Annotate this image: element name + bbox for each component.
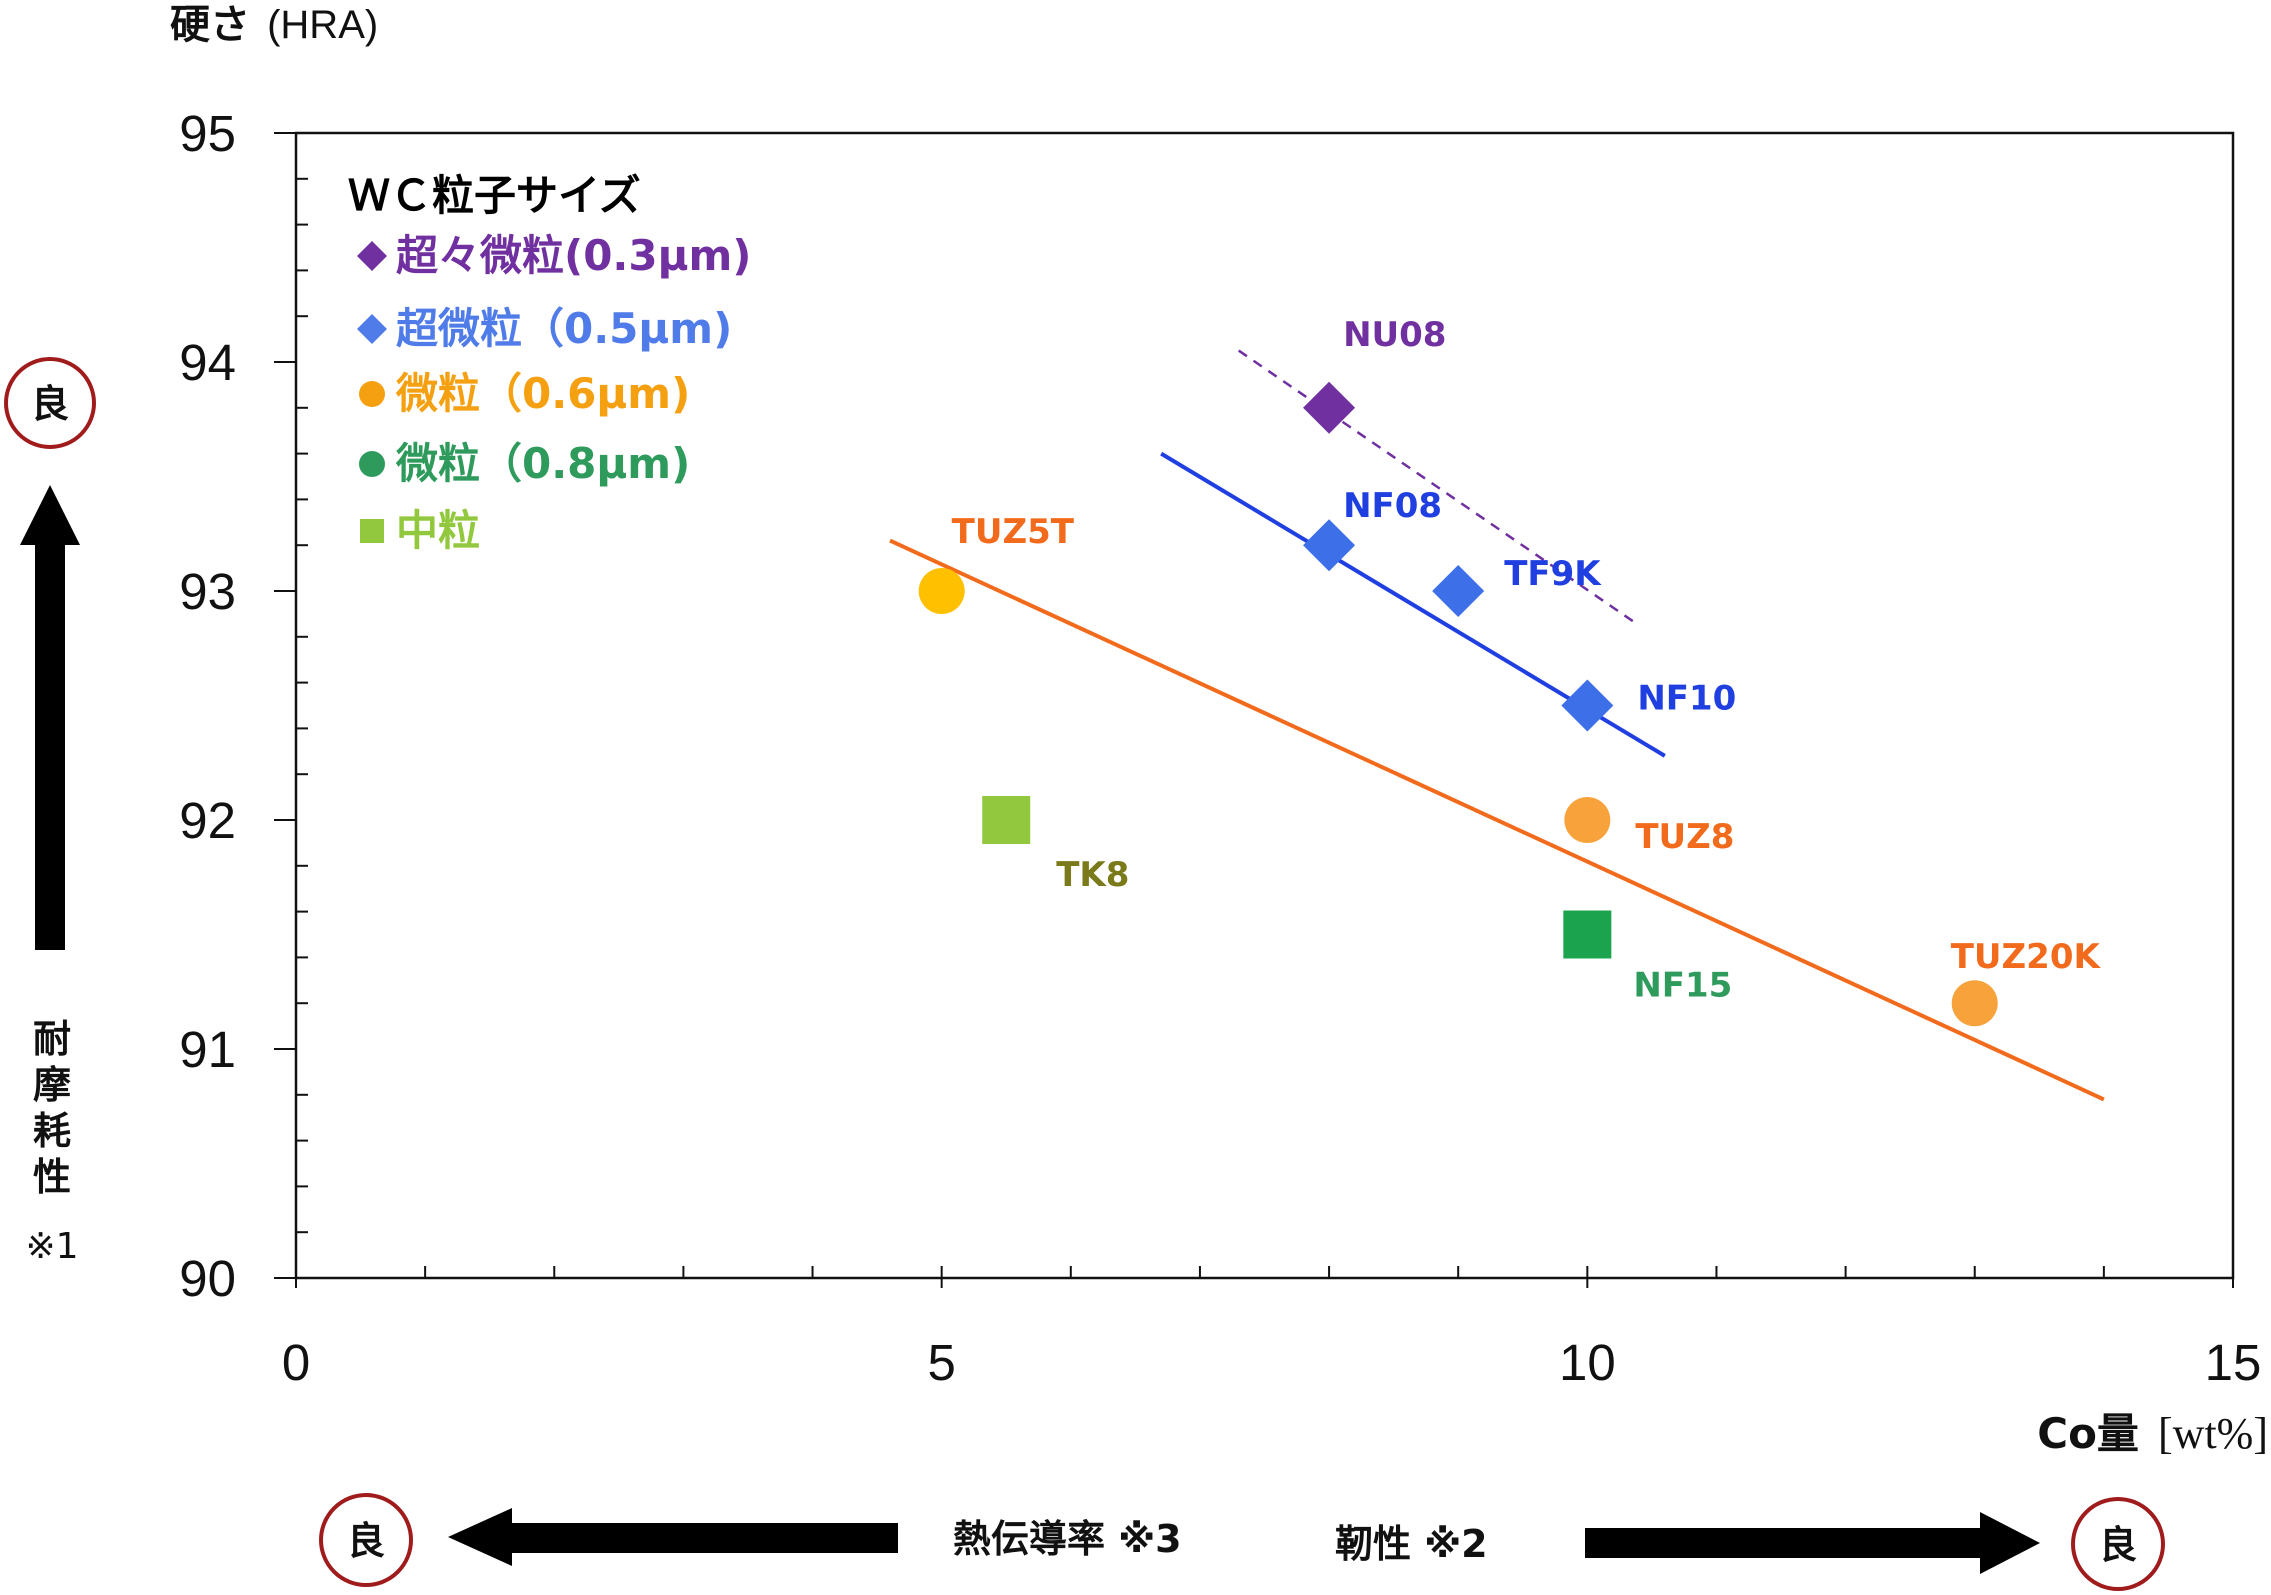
y-tick-label: 94 — [179, 334, 236, 391]
x-tick-label: 0 — [282, 1334, 310, 1391]
right-arrow-shaft — [1585, 1528, 1985, 1558]
point-nf10 — [1561, 679, 1614, 732]
trend-line-1 — [1237, 349, 1640, 627]
legend-title: ＷＣ粒子サイズ — [348, 171, 641, 220]
x-tick-label: 5 — [927, 1334, 955, 1391]
trend-lines — [889, 349, 2105, 1102]
point-tk8 — [982, 796, 1031, 844]
y-axis-unit: (HRA) — [267, 3, 378, 47]
point-label-tk8: TK8 — [1056, 855, 1129, 895]
point-nu08 — [1303, 381, 1356, 434]
legend-label-3: 微粒（0.6μm) — [395, 369, 690, 418]
up-arrow-shaft — [35, 540, 65, 950]
y-axis-label: 硬さ (HRA) — [170, 2, 378, 48]
point-labels: NU08 NF08 TF9K NF10 TUZ5T TUZ8 TUZ20K TK8 NF15 — [952, 315, 2102, 1006]
point-label-nf10: NF10 — [1637, 679, 1736, 719]
y-tick-label: 90 — [179, 1250, 236, 1307]
y-tick-label: 95 — [179, 105, 236, 162]
trend-line-3 — [889, 538, 2105, 1102]
toughness-label: 靭性 ※2 — [1335, 1522, 1488, 1566]
wear-resistance-indicator: 良 耐 摩 耗 性 ※1 — [4, 357, 96, 1267]
x-axis-label: Co量 [wt%] — [2037, 1409, 2268, 1458]
legend-label-5: 中粒 — [396, 506, 480, 555]
good-label-left: 良 — [347, 1519, 385, 1563]
good-circle-top — [4, 357, 96, 449]
bottom-indicators: 良 熱伝導率 ※3 靭性 ※2 良 — [319, 1493, 2165, 1591]
good-circle-left — [319, 1493, 413, 1587]
legend-label-1: 超々微粒(0.3μm) — [396, 231, 751, 280]
x-tick-label: 15 — [2205, 1334, 2262, 1391]
y-tick-label: 91 — [179, 1021, 236, 1078]
point-label-tuz20k: TUZ20K — [1951, 937, 2102, 977]
legend-marker-2 — [357, 314, 387, 344]
point-label-nf15: NF15 — [1633, 966, 1732, 1006]
point-label-nf08: NF08 — [1343, 486, 1442, 526]
left-arrow-icon — [448, 1508, 512, 1566]
x-axis-title: Co量 — [2037, 1409, 2139, 1458]
y-axis-ticks: 90 91 92 93 94 95 — [179, 105, 308, 1307]
legend-label-2: 超微粒（0.5μm) — [396, 304, 732, 353]
left-arrow-shaft — [508, 1523, 898, 1553]
plot-frame — [294, 131, 2235, 1280]
x-axis-ticks: 0 5 10 15 — [282, 1266, 2262, 1391]
wear-char-3: 耗 — [33, 1109, 71, 1153]
point-tuz8 — [1564, 797, 1611, 843]
y-tick-label: 93 — [179, 563, 236, 620]
wear-note: ※1 — [25, 1226, 78, 1267]
y-axis-title: 硬さ — [170, 2, 250, 48]
legend-marker-5 — [360, 519, 384, 543]
point-label-tuz8: TUZ8 — [1635, 817, 1734, 857]
wear-char-2: 摩 — [33, 1063, 71, 1107]
point-tf9k — [1432, 565, 1485, 617]
point-tuz20k — [1951, 980, 1998, 1027]
legend: ＷＣ粒子サイズ 超々微粒(0.3μm) 超微粒（0.5μm) 微粒（0.6μm) 微粒… — [348, 171, 751, 555]
point-label-nu08: NU08 — [1343, 315, 1446, 355]
point-tuz5t — [918, 568, 965, 614]
right-arrow-icon — [1980, 1512, 2040, 1574]
thermal-conductivity-label: 熱伝導率 ※3 — [953, 1517, 1182, 1561]
good-circle-right — [2071, 1497, 2165, 1591]
legend-marker-4 — [359, 451, 385, 477]
legend-marker-1 — [357, 241, 387, 271]
wear-char-1: 耐 — [33, 1017, 71, 1061]
good-label-top: 良 — [31, 382, 69, 426]
y-tick-label: 92 — [179, 792, 236, 849]
point-nf08 — [1303, 519, 1356, 572]
wear-char-4: 性 — [33, 1155, 71, 1199]
x-axis-unit: [wt%] — [2158, 1409, 2268, 1458]
good-label-right: 良 — [2099, 1523, 2137, 1567]
up-arrow-icon — [20, 485, 80, 545]
point-label-tf9k: TF9K — [1504, 554, 1602, 594]
legend-label-4: 微粒（0.8μm) — [395, 439, 690, 488]
legend-marker-3 — [359, 381, 385, 407]
x-tick-label: 10 — [1559, 1334, 1616, 1391]
point-label-tuz5t: TUZ5T — [952, 512, 1075, 552]
point-nf15 — [1563, 910, 1612, 959]
data-points — [918, 381, 1998, 1027]
